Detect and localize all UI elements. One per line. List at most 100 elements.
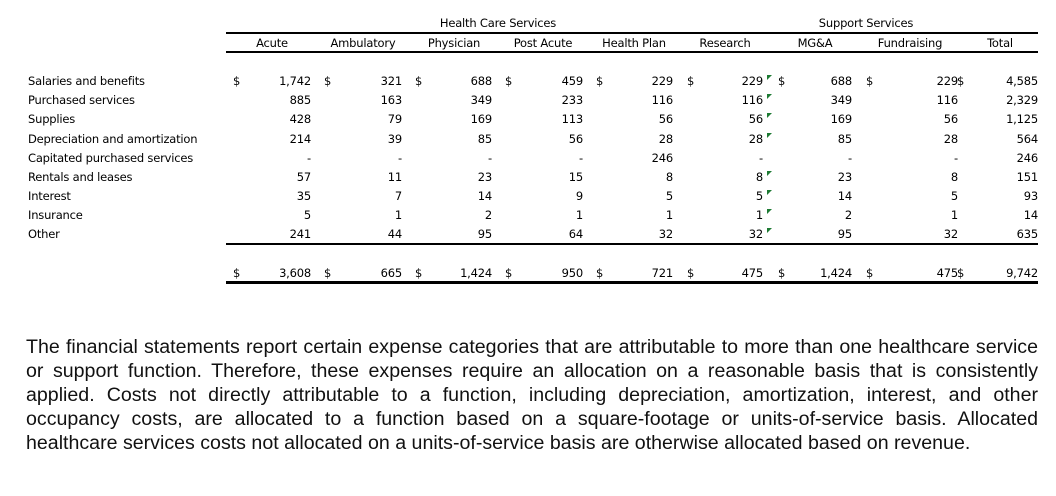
cell-error-indicator-icon[interactable] <box>767 75 772 80</box>
currency-symbol: $ <box>687 266 695 280</box>
cell-value: 349 <box>470 93 493 107</box>
cell-value: 233 <box>561 93 584 107</box>
cell-value: - <box>488 151 492 165</box>
total-value: 1,424 <box>460 266 492 280</box>
cell-value: 14 <box>1023 208 1038 222</box>
cell-value: 93 <box>1023 189 1038 203</box>
cell-value: 39 <box>387 132 402 146</box>
row-label: Purchased services <box>28 93 135 107</box>
total-value: 665 <box>380 266 403 280</box>
currency-symbol: $ <box>233 74 241 88</box>
cell-value: 23 <box>477 170 492 184</box>
cell-value: - <box>398 151 402 165</box>
cell-error-indicator-icon[interactable] <box>767 171 772 176</box>
cell-value: - <box>579 151 583 165</box>
currency-symbol: $ <box>596 74 604 88</box>
row-label: Insurance <box>28 208 83 222</box>
cell-value: 15 <box>568 170 583 184</box>
cell-value: 5 <box>303 208 311 222</box>
total-value: 9,742 <box>1006 266 1038 280</box>
column-header-ambulatory: Ambulatory <box>330 36 396 50</box>
cell-value: 11 <box>387 170 402 184</box>
cell-value: 5 <box>665 189 673 203</box>
explanatory-paragraph: The financial statements report certain … <box>26 336 1038 454</box>
cell-value: 32 <box>943 227 958 241</box>
cell-value: 79 <box>387 112 402 126</box>
cell-error-indicator-icon[interactable] <box>767 133 772 138</box>
row-label: Depreciation and amortization <box>28 132 198 146</box>
cell-value: 85 <box>477 132 492 146</box>
cell-value: 116 <box>741 93 764 107</box>
cell-value: 28 <box>658 132 673 146</box>
cell-value: 8 <box>665 170 673 184</box>
column-header-mg-a: MG&A <box>797 36 833 50</box>
total-value: 1,424 <box>820 266 852 280</box>
cell-error-indicator-icon[interactable] <box>767 209 772 214</box>
cell-value: 1 <box>394 208 402 222</box>
cell-value: 57 <box>296 170 311 184</box>
cell-value: 229 <box>651 74 674 88</box>
cell-value: 28 <box>943 132 958 146</box>
cell-value: 4,585 <box>1006 74 1038 88</box>
cell-value: 2 <box>484 208 492 222</box>
cell-value: 169 <box>830 112 853 126</box>
cell-value: 8 <box>755 170 763 184</box>
cell-value: 7 <box>394 189 402 203</box>
cell-error-indicator-icon[interactable] <box>767 113 772 118</box>
row-label: Supplies <box>28 112 76 126</box>
currency-symbol: $ <box>778 74 786 88</box>
group-header-health-care-services: Health Care Services <box>439 16 557 30</box>
row-label: Salaries and benefits <box>28 74 145 88</box>
cell-value: 5 <box>950 189 958 203</box>
cell-value: 1 <box>755 208 763 222</box>
column-header-health-plan: Health Plan <box>602 36 666 50</box>
cell-value: 229 <box>936 74 959 88</box>
cell-error-indicator-icon[interactable] <box>767 190 772 195</box>
cell-value: 56 <box>943 112 958 126</box>
currency-symbol: $ <box>866 266 874 280</box>
currency-symbol: $ <box>957 74 965 88</box>
cell-value: 113 <box>561 112 584 126</box>
cell-value: - <box>954 151 958 165</box>
cell-error-indicator-icon[interactable] <box>767 94 772 99</box>
cell-value: 28 <box>748 132 763 146</box>
cell-value: 246 <box>651 151 674 165</box>
currency-symbol: $ <box>687 74 695 88</box>
header-bottom-rule <box>226 51 1038 53</box>
cell-value: 1,742 <box>279 74 311 88</box>
cell-value: 459 <box>561 74 584 88</box>
column-header-fundraising: Fundraising <box>877 36 943 50</box>
cell-value: 246 <box>1016 151 1039 165</box>
cell-value: 1 <box>665 208 673 222</box>
currency-symbol: $ <box>324 74 332 88</box>
cell-value: 56 <box>658 112 673 126</box>
column-header-research: Research <box>699 36 751 50</box>
column-header-post-acute: Post Acute <box>513 36 573 50</box>
group-header-support-services: Support Services <box>818 16 914 30</box>
column-header-acute: Acute <box>256 36 288 50</box>
cell-value: 688 <box>830 74 853 88</box>
cell-value: 95 <box>477 227 492 241</box>
cell-value: 163 <box>380 93 403 107</box>
column-header-physician: Physician <box>427 36 481 50</box>
subtotal-rule <box>226 243 1038 245</box>
cell-value: 95 <box>837 227 852 241</box>
cell-value: 349 <box>830 93 853 107</box>
cell-value: 169 <box>470 112 493 126</box>
cell-value: 1,125 <box>1006 112 1038 126</box>
cell-value: 151 <box>1016 170 1039 184</box>
cell-value: 14 <box>477 189 492 203</box>
cell-value: 635 <box>1016 227 1039 241</box>
cell-value: 1 <box>950 208 958 222</box>
total-value: 475 <box>741 266 764 280</box>
currency-symbol: $ <box>866 74 874 88</box>
cell-value: 5 <box>755 189 763 203</box>
cell-value: - <box>307 151 311 165</box>
currency-symbol: $ <box>596 266 604 280</box>
cell-value: 44 <box>387 227 402 241</box>
row-label: Capitated purchased services <box>28 151 193 165</box>
cell-value: 214 <box>289 132 312 146</box>
cell-value: 8 <box>950 170 958 184</box>
cell-value: 56 <box>568 132 583 146</box>
cell-error-indicator-icon[interactable] <box>767 228 772 233</box>
